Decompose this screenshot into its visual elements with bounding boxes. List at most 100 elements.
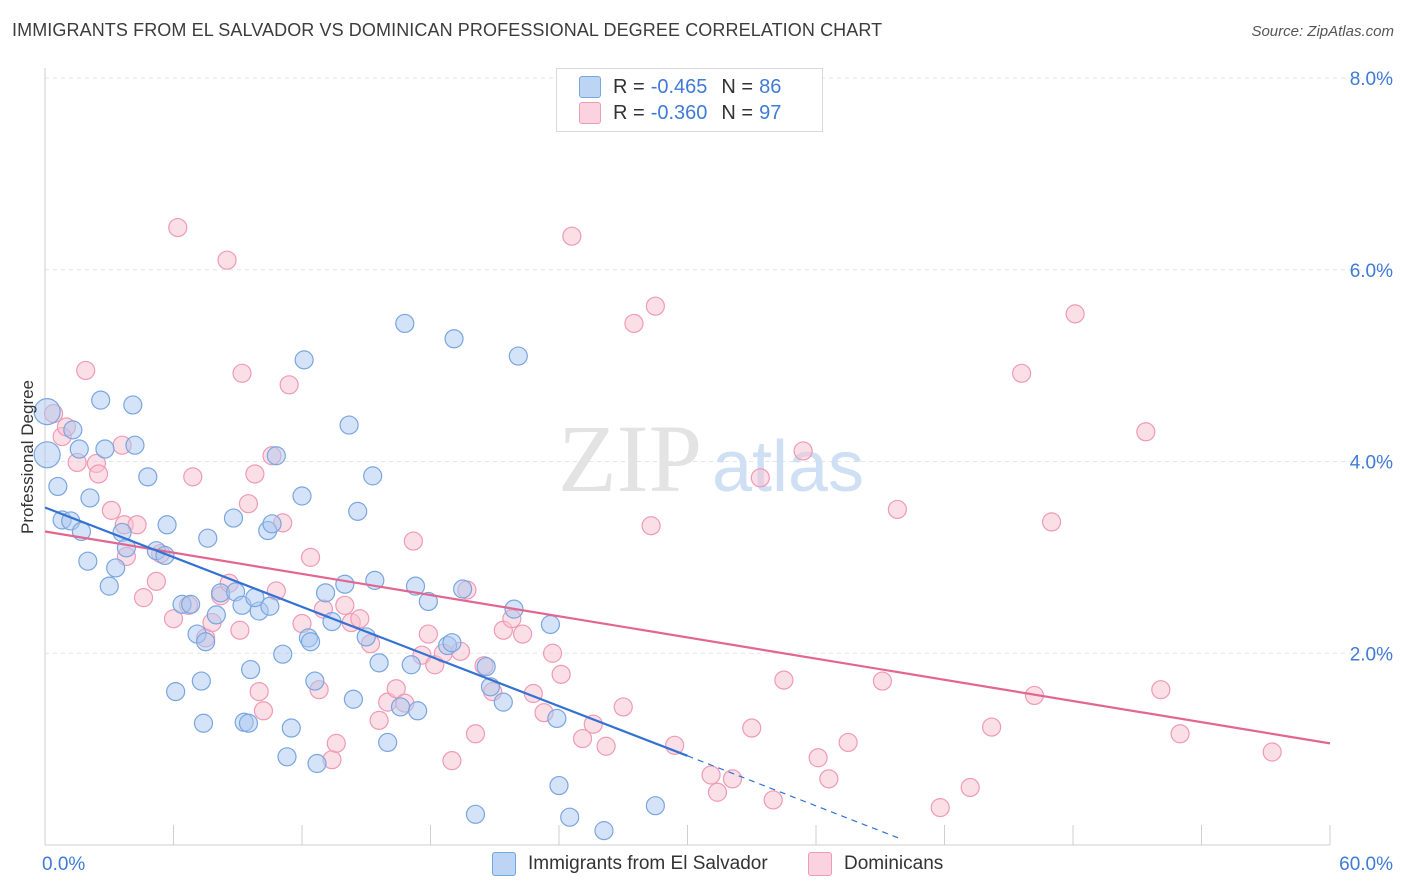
dominicans-point: [76, 360, 96, 381]
dominicans-point: [232, 363, 252, 383]
r-label: R =: [613, 101, 645, 124]
dominicans-point: [819, 769, 839, 789]
dominicans-point: [641, 516, 661, 536]
dominicans-point: [872, 671, 892, 691]
dominicans-point: [583, 714, 603, 734]
el-salvador-point: [266, 446, 286, 466]
dominicans-point: [335, 595, 355, 615]
dominicans-point: [326, 733, 346, 753]
el-salvador-point: [560, 807, 580, 827]
el-salvador-point: [48, 476, 68, 497]
dominicans-trend-line: [44, 530, 1331, 745]
dominicans-point: [750, 468, 770, 488]
dominicans-point: [238, 494, 259, 514]
chart-title: IMMIGRANTS FROM EL SALVADOR VS DOMINICAN…: [12, 20, 883, 40]
dominicans-point: [1151, 680, 1171, 700]
el-salvador-point: [260, 596, 280, 616]
el-salvador-point: [300, 632, 321, 652]
dominicans-point: [645, 296, 665, 316]
legend-item-el-salvador: Immigrants from El Salvador: [492, 852, 768, 876]
tick-labels: 2.0% 4.0% 6.0% 8.0% 0.0% 60.0%: [42, 69, 1393, 875]
dominicans-point: [551, 664, 571, 684]
el-salvador-point: [390, 697, 411, 717]
dominicans-point: [1011, 363, 1032, 383]
dominicans-point: [1262, 742, 1282, 762]
dominicans-point: [133, 588, 154, 608]
el-salvador-point: [123, 395, 143, 415]
el-salvador-point: [33, 398, 61, 426]
el-salvador-point: [292, 486, 312, 506]
el-salvador-point: [401, 655, 421, 675]
dominicans-point: [701, 765, 721, 785]
dominicans-point: [403, 531, 423, 551]
el-salvador-point: [206, 605, 226, 625]
dominicans-point: [386, 679, 406, 699]
el-salvador-point: [547, 708, 567, 729]
el-salvador-point: [339, 415, 359, 435]
y-tick-label: 6.0%: [1350, 261, 1393, 282]
blue-legend-swatch: [492, 852, 516, 876]
el-salvador-point: [198, 528, 218, 548]
el-salvador-point: [493, 692, 513, 712]
watermark-zip: ZIP: [558, 405, 702, 512]
zipatlas-watermark: ZIP atlas: [558, 405, 864, 512]
dominicans-point: [1170, 724, 1190, 744]
legend-label: Immigrants from El Salvador: [528, 853, 768, 874]
x-tick-label: 60.0%: [1339, 854, 1393, 875]
el-salvador-point: [69, 439, 89, 459]
dominicans-point: [774, 670, 794, 690]
el-salvador-point: [307, 753, 327, 774]
dominicans-point: [1041, 512, 1062, 532]
dominicans-point: [442, 751, 462, 771]
stats-legend: R = -0.465 N = 86 R = -0.360 N = 97: [556, 68, 823, 132]
el-salvador-point: [191, 671, 211, 691]
el-salvador-point: [157, 515, 177, 535]
dominicans-point: [146, 571, 166, 591]
el-salvador-point: [238, 713, 259, 733]
n-value: 97: [759, 101, 782, 124]
dominicans-point: [1065, 304, 1085, 324]
y-tick-label: 2.0%: [1350, 644, 1393, 665]
el-salvador-point: [369, 653, 389, 673]
dominicans-point: [300, 547, 321, 567]
source-label: Source: ZipAtlas.com: [1251, 23, 1394, 40]
dominicans-point: [183, 467, 203, 487]
el-salvador-point: [106, 558, 126, 578]
el-salvador-point: [540, 614, 561, 635]
n-label: N =: [721, 75, 754, 98]
dominicans-point: [279, 375, 299, 395]
el-salvador-point: [508, 346, 528, 366]
el-salvador-point: [305, 671, 325, 691]
el-salvador-point: [80, 488, 100, 508]
y-tick-label: 8.0%: [1350, 69, 1393, 90]
dominicans-point: [887, 499, 907, 520]
el-salvador-point: [277, 747, 297, 767]
el-salvador-point: [549, 775, 569, 796]
dominicans-point: [253, 701, 274, 721]
dominicans-point: [88, 464, 109, 484]
el-salvador-point: [99, 576, 119, 596]
el-salvador-point: [418, 591, 438, 612]
dominicans-point: [168, 217, 188, 238]
dominicans-point: [217, 250, 237, 270]
r-label: R =: [613, 75, 645, 98]
dominicans-point: [742, 718, 762, 738]
el-salvador-point: [91, 390, 111, 410]
dominicans-point: [763, 790, 783, 810]
trend-lines: [44, 506, 1331, 840]
el-salvador-point: [125, 435, 145, 455]
el-salvador-point: [405, 576, 426, 596]
y-tick-label: 4.0%: [1350, 453, 1393, 474]
el-salvador-point: [395, 313, 415, 334]
el-salvador-point: [273, 644, 293, 664]
dominicans-point: [245, 464, 265, 484]
dominicans-point: [512, 624, 533, 644]
el-salvador-point: [343, 689, 363, 709]
dominicans-point: [1136, 422, 1156, 442]
el-salvador-trend-line: [44, 506, 688, 757]
el-salvador-point: [181, 594, 201, 614]
dominicans-point: [624, 313, 644, 334]
pink-legend-swatch: [808, 852, 832, 876]
dominicans-point: [596, 736, 616, 756]
